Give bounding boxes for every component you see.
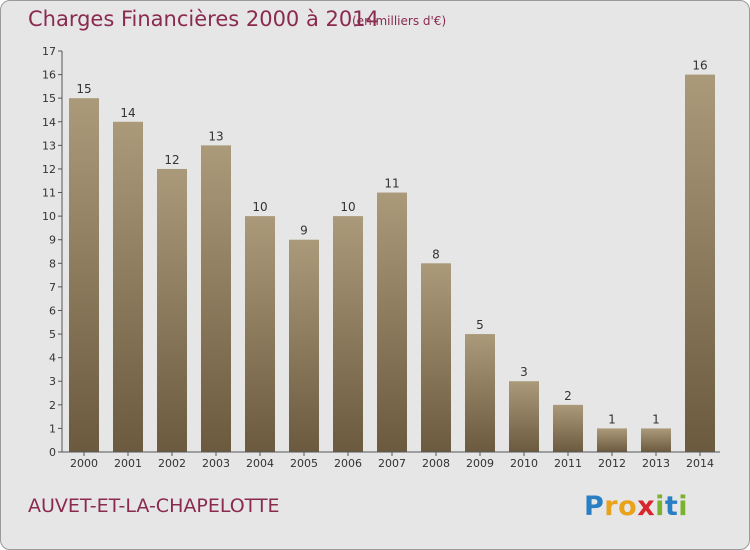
bar-value-label: 16 xyxy=(692,59,707,73)
bar xyxy=(641,428,671,452)
y-tick-label: 17 xyxy=(42,45,56,58)
x-tick-label: 2005 xyxy=(290,457,318,470)
bar-value-label: 13 xyxy=(208,129,223,143)
commune-name: AUVET-ET-LA-CHAPELOTTE xyxy=(28,495,280,517)
bar-value-label: 1 xyxy=(652,412,660,426)
bar xyxy=(465,334,495,452)
bar-value-label: 12 xyxy=(164,153,179,167)
bar xyxy=(69,98,99,453)
x-axis: 2000 2001 2002 2003 2004 2005 2006 2007 2008 2009… xyxy=(62,451,720,470)
x-tick-label: 2006 xyxy=(334,457,362,470)
chart-subtitle: (en milliers d'€) xyxy=(352,14,447,28)
logo-letter: i xyxy=(655,491,665,522)
logo-letter: r xyxy=(604,491,619,522)
bar xyxy=(201,145,231,452)
bar-value-label: 8 xyxy=(432,247,440,261)
proxiti-logo[interactable]: Proxiti xyxy=(584,491,688,522)
y-tick-label: 11 xyxy=(42,187,56,200)
y-tick-label: 5 xyxy=(49,328,56,341)
bar xyxy=(553,404,583,452)
bar-value-label: 14 xyxy=(120,106,135,120)
y-tick-label: 15 xyxy=(42,92,56,105)
logo-letter: i xyxy=(678,491,689,522)
y-tick-label: 14 xyxy=(42,116,56,129)
bar-value-label: 11 xyxy=(384,177,399,191)
y-tick-label: 13 xyxy=(42,139,56,152)
bar-value-label: 2 xyxy=(564,389,572,403)
bar xyxy=(597,428,627,452)
bar xyxy=(377,192,407,452)
logo-letter: o xyxy=(618,491,638,522)
x-tick-label: 2012 xyxy=(598,457,626,470)
bar xyxy=(509,381,539,452)
bar-value-label: 5 xyxy=(476,318,484,332)
logo-letter: t xyxy=(664,491,679,522)
bar xyxy=(157,168,187,453)
x-tick-label: 2000 xyxy=(70,457,98,470)
bar xyxy=(685,74,715,453)
y-tick-label: 7 xyxy=(49,281,56,294)
bar xyxy=(421,263,451,452)
x-tick-label: 2009 xyxy=(466,457,494,470)
x-tick-label: 2013 xyxy=(642,457,670,470)
logo-letter: x xyxy=(637,491,656,522)
bar-value-label: 1 xyxy=(608,412,616,426)
y-tick-label: 8 xyxy=(49,257,56,270)
x-tick-label: 2008 xyxy=(422,457,450,470)
y-tick-label: 10 xyxy=(42,210,56,223)
bar-value-label: 15 xyxy=(76,82,91,96)
y-tick-label: 1 xyxy=(49,422,56,435)
y-tick-label: 6 xyxy=(49,304,56,317)
bar-value-label: 3 xyxy=(520,365,528,379)
x-tick-label: 2011 xyxy=(554,457,582,470)
bar-value-label: 10 xyxy=(252,200,267,214)
x-tick-label: 2002 xyxy=(158,457,186,470)
bar-value-label: 10 xyxy=(340,200,355,214)
y-tick-label: 9 xyxy=(49,234,56,247)
y-tick-label: 2 xyxy=(49,399,56,412)
logo-letter: P xyxy=(584,491,605,522)
y-tick-label: 16 xyxy=(42,69,56,82)
chart-title: Charges Financières 2000 à 2014 xyxy=(28,7,379,31)
x-tick-label: 2001 xyxy=(114,457,142,470)
y-tick-label: 3 xyxy=(49,375,56,388)
bar xyxy=(289,239,319,452)
x-tick-label: 2014 xyxy=(686,457,714,470)
x-tick-label: 2003 xyxy=(202,457,230,470)
bar xyxy=(113,121,143,452)
x-tick-label: 2010 xyxy=(510,457,538,470)
x-tick-label: 2004 xyxy=(246,457,274,470)
bar-value-label: 9 xyxy=(300,224,308,238)
y-tick-label: 12 xyxy=(42,163,56,176)
y-tick-label: 4 xyxy=(49,352,56,365)
bar xyxy=(333,216,363,452)
x-tick-label: 2007 xyxy=(378,457,406,470)
bar xyxy=(245,216,275,452)
y-tick-label: 0 xyxy=(49,446,56,459)
